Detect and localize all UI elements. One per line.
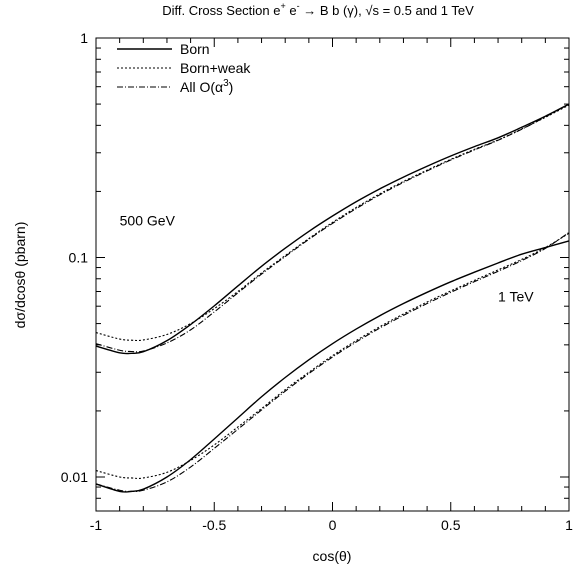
- series-line-500-gev-dashdot: [95, 103, 570, 353]
- y-tick-label: 0.01: [61, 469, 88, 485]
- legend-label-text: Born: [180, 41, 210, 57]
- series-line-500-gev-solid: [95, 103, 570, 355]
- legend: Born Born+weak All O(α3): [117, 41, 251, 95]
- series-line-1-tev-dashdot: [95, 232, 570, 492]
- x-tick-label: 1: [565, 517, 573, 533]
- legend-label-weak: Born+weak: [180, 60, 251, 76]
- x-tick-labels: -1 -0.5 0 0.5 1: [90, 517, 573, 533]
- x-tick-label: -1: [90, 517, 103, 533]
- legend-label-born: Born: [180, 41, 210, 57]
- series-line-1-tev-dotted: [95, 232, 570, 479]
- x-axis-label: cos(θ): [313, 548, 352, 564]
- data-curves: [95, 103, 570, 493]
- y-axis-label: dσ/dcosθ (pbarn): [12, 222, 28, 329]
- series-line-1-tev-solid: [95, 240, 570, 493]
- title-sup-minus: -: [297, 1, 300, 11]
- annotation-1-tev: 1 TeV: [498, 289, 534, 305]
- y-tick-labels: 0.01 0.1 1: [61, 30, 88, 485]
- legend-label-text: Born+weak: [180, 60, 251, 76]
- legend-label-sup: 3: [223, 78, 229, 89]
- series-line-500-gev-dotted: [95, 104, 570, 342]
- x-tick-label: -0.5: [202, 517, 226, 533]
- legend-label-end: ): [229, 79, 234, 95]
- x-tick-label: 0.5: [441, 517, 461, 533]
- title-suffix: → B b (γ), √s = 0.5 and 1 TeV: [300, 3, 475, 18]
- title-sup-plus: +: [280, 1, 285, 11]
- legend-label-all: All O(α3): [180, 78, 233, 95]
- title-prefix: Diff. Cross Section e: [162, 3, 280, 18]
- legend-label-text: All O(α: [180, 79, 223, 95]
- chart-title: Diff. Cross Section e+ e- → B b (γ), √s …: [162, 1, 474, 18]
- title-mid: e: [286, 3, 297, 18]
- x-tick-label: 0: [329, 517, 337, 533]
- y-tick-label: 1: [80, 30, 88, 46]
- y-tick-label: 0.1: [69, 249, 89, 265]
- plot-frame: [95, 37, 570, 512]
- axis-ticks: [95, 37, 570, 512]
- annotation-500-gev: 500 GeV: [120, 212, 176, 228]
